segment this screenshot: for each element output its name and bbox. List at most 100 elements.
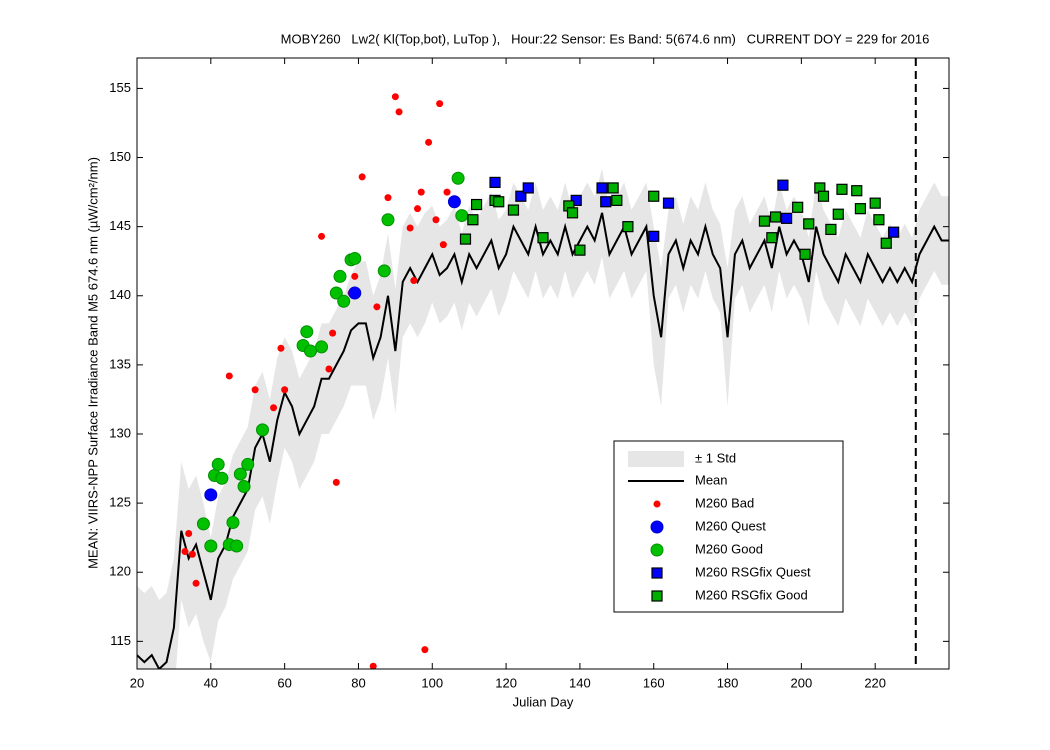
scatter-point bbox=[226, 515, 240, 529]
scatter-point bbox=[432, 216, 440, 224]
x-tick-label: 140 bbox=[569, 675, 591, 690]
legend-label: M260 Quest bbox=[695, 518, 766, 533]
y-tick-label: 140 bbox=[109, 287, 131, 302]
scatter-point bbox=[377, 264, 391, 278]
scatter-point bbox=[869, 197, 881, 209]
scatter-point bbox=[318, 232, 326, 240]
scatter-point bbox=[255, 423, 269, 437]
scatter-point bbox=[277, 344, 285, 352]
scatter-point bbox=[325, 365, 333, 373]
x-tick-label: 180 bbox=[717, 675, 739, 690]
scatter-point bbox=[447, 195, 461, 209]
scatter-point bbox=[329, 329, 337, 337]
scatter-point bbox=[185, 530, 193, 538]
scatter-point bbox=[417, 188, 425, 196]
scatter-point bbox=[369, 662, 377, 669]
legend-swatch-band bbox=[628, 451, 684, 467]
scatter-point bbox=[817, 190, 830, 202]
x-axis-label: Julian Day bbox=[513, 694, 574, 709]
scatter-point bbox=[792, 201, 804, 213]
scatter-point bbox=[662, 197, 675, 209]
scatter-point bbox=[215, 471, 229, 485]
scatter-point bbox=[348, 286, 362, 300]
y-tick-label: 155 bbox=[109, 80, 131, 95]
legend-label: M260 RSGfix Quest bbox=[695, 564, 811, 579]
scatter-point bbox=[851, 185, 863, 197]
scatter-point bbox=[329, 286, 343, 300]
legend-label: ± 1 Std bbox=[695, 450, 736, 465]
legend-marker bbox=[650, 520, 664, 534]
legend-marker bbox=[651, 590, 663, 602]
scatter-point bbox=[410, 277, 418, 285]
scatter-point bbox=[832, 208, 844, 220]
x-tick-label: 80 bbox=[351, 675, 365, 690]
legend-label: Mean bbox=[695, 472, 728, 487]
y-tick-label: 130 bbox=[109, 425, 131, 440]
x-tick-label: 100 bbox=[421, 675, 443, 690]
plot-layer bbox=[137, 58, 949, 669]
legend-label: M260 RSGfix Good bbox=[695, 587, 808, 602]
scatter-point bbox=[574, 244, 586, 256]
legend-label: M260 Bad bbox=[695, 495, 754, 510]
scatter-point bbox=[270, 404, 278, 412]
scatter-point bbox=[803, 218, 815, 230]
scatter-point bbox=[192, 579, 200, 587]
scatter-point bbox=[799, 248, 811, 260]
scatter-point bbox=[596, 182, 608, 194]
scatter-point bbox=[459, 233, 472, 245]
scatter-point bbox=[241, 457, 255, 471]
scatter-point bbox=[648, 230, 660, 242]
scatter-point bbox=[181, 548, 189, 555]
scatter-point bbox=[381, 213, 395, 227]
scatter-point bbox=[758, 215, 771, 227]
y-tick-label: 135 bbox=[109, 356, 131, 371]
x-tick-label: 200 bbox=[791, 675, 813, 690]
chart-title: MOBY260 Lw2( Kl(Top,bot), LuTop ), Hour:… bbox=[281, 31, 930, 46]
scatter-point bbox=[204, 488, 218, 502]
std-band bbox=[137, 168, 949, 669]
scatter-point bbox=[300, 325, 314, 339]
scatter-point bbox=[436, 100, 444, 108]
x-tick-label: 220 bbox=[864, 675, 886, 690]
scatter-point bbox=[470, 198, 483, 211]
legend-marker bbox=[651, 567, 663, 579]
scatter-point bbox=[825, 223, 837, 236]
scatter-point bbox=[406, 224, 414, 232]
y-tick-label: 145 bbox=[109, 218, 131, 233]
scatter-point bbox=[373, 303, 381, 311]
scatter-point bbox=[467, 214, 479, 226]
x-tick-label: 20 bbox=[130, 675, 144, 690]
scatter-point bbox=[237, 480, 251, 494]
scatter-point bbox=[648, 190, 660, 202]
scatter-point bbox=[622, 221, 634, 233]
scatter-point bbox=[225, 372, 233, 380]
scatter-point bbox=[515, 190, 527, 202]
scatter-point bbox=[351, 272, 359, 280]
scatter-point bbox=[337, 294, 351, 308]
scatter-point bbox=[566, 207, 579, 219]
scatter-point bbox=[211, 457, 225, 471]
scatter-point bbox=[395, 108, 403, 116]
x-tick-label: 60 bbox=[277, 675, 291, 690]
scatter-point bbox=[421, 646, 429, 654]
scatter-point bbox=[611, 194, 623, 206]
scatter-point bbox=[873, 214, 885, 226]
scatter-point bbox=[439, 241, 447, 249]
scatter-point bbox=[537, 232, 549, 244]
scatter-point bbox=[391, 93, 399, 101]
scatter-point bbox=[777, 179, 789, 191]
scatter-point bbox=[196, 517, 210, 531]
scatter-point bbox=[425, 138, 433, 146]
scatter-point bbox=[780, 212, 793, 224]
y-axis-label: MEAN: VIIRS-NPP Surface Irradiance Band … bbox=[85, 157, 100, 569]
scatter-point bbox=[769, 211, 782, 223]
scatter-point bbox=[281, 386, 289, 394]
scatter-point bbox=[230, 539, 244, 553]
x-tick-label: 120 bbox=[495, 675, 517, 690]
mean-line bbox=[137, 212, 949, 669]
y-tick-label: 120 bbox=[109, 564, 131, 579]
scatter-point bbox=[414, 205, 422, 213]
y-tick-label: 115 bbox=[110, 633, 131, 648]
scatter-point bbox=[600, 196, 612, 208]
